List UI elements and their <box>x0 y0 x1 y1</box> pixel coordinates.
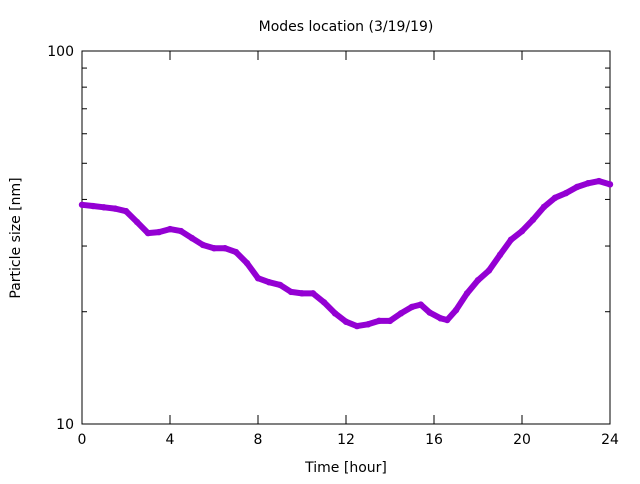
data-point <box>573 183 581 191</box>
data-point <box>188 234 196 242</box>
data-point <box>89 202 97 210</box>
data-point <box>243 259 251 267</box>
x-tick-label: 8 <box>254 432 263 448</box>
y-axis-label: Particle size [nm] <box>8 177 24 298</box>
data-point <box>437 315 444 322</box>
data-point <box>595 177 603 185</box>
data-point <box>331 310 339 317</box>
chart-title: Modes location (3/19/19) <box>259 19 434 35</box>
data-point <box>507 236 515 243</box>
series-line <box>79 178 613 330</box>
series-mode <box>78 177 614 330</box>
data-point <box>386 317 394 325</box>
data-point <box>408 303 416 311</box>
data-point <box>111 205 119 212</box>
data-point <box>529 216 537 223</box>
x-axis-label: Time [hour] <box>304 460 387 476</box>
data-point <box>320 299 328 306</box>
data-point <box>122 207 130 215</box>
data-point <box>232 248 240 256</box>
x-tick-label: 24 <box>601 432 619 448</box>
data-point <box>496 251 504 259</box>
x-tick-labels: 0 4 8 12 16 20 24 <box>78 432 619 448</box>
data-point <box>353 322 361 330</box>
data-point <box>364 321 372 328</box>
data-point <box>540 203 548 211</box>
data-point <box>254 274 262 282</box>
plot-border <box>81 50 611 425</box>
data-point <box>199 241 207 249</box>
data-point <box>584 180 592 187</box>
data-point <box>166 225 174 233</box>
data-point <box>485 267 493 274</box>
data-point <box>144 229 152 237</box>
data-point <box>78 201 86 208</box>
data-point <box>426 309 433 316</box>
x-tick-label: 0 <box>78 432 87 448</box>
x-tick-label: 12 <box>337 432 355 448</box>
data-point <box>342 318 350 325</box>
data-point <box>133 218 141 226</box>
y-tick-label: 10 <box>56 417 74 433</box>
data-point <box>518 227 526 235</box>
data-point <box>452 306 460 314</box>
data-point <box>221 245 229 252</box>
data-point <box>155 228 163 236</box>
data-point <box>562 189 570 197</box>
data-point <box>417 301 424 308</box>
x-tick-label: 4 <box>166 432 175 448</box>
data-point <box>100 204 108 211</box>
data-point <box>265 278 273 286</box>
data-point <box>276 281 284 289</box>
data-point <box>606 181 614 188</box>
y-tick-labels: 10 100 <box>47 44 74 433</box>
x-tick-label: 20 <box>513 432 531 448</box>
data-point <box>375 317 383 325</box>
x-tick-label: 16 <box>425 432 443 448</box>
data-point <box>463 290 471 297</box>
data-point <box>551 194 559 202</box>
data-point <box>309 290 317 297</box>
y-tick-label: 100 <box>47 44 74 60</box>
data-point <box>287 288 295 296</box>
data-point <box>298 290 306 297</box>
data-point <box>397 310 405 317</box>
axis-ticks <box>81 50 611 425</box>
data-point <box>474 276 482 284</box>
data-point <box>444 316 451 324</box>
data-point <box>177 227 185 235</box>
data-point <box>210 245 218 252</box>
